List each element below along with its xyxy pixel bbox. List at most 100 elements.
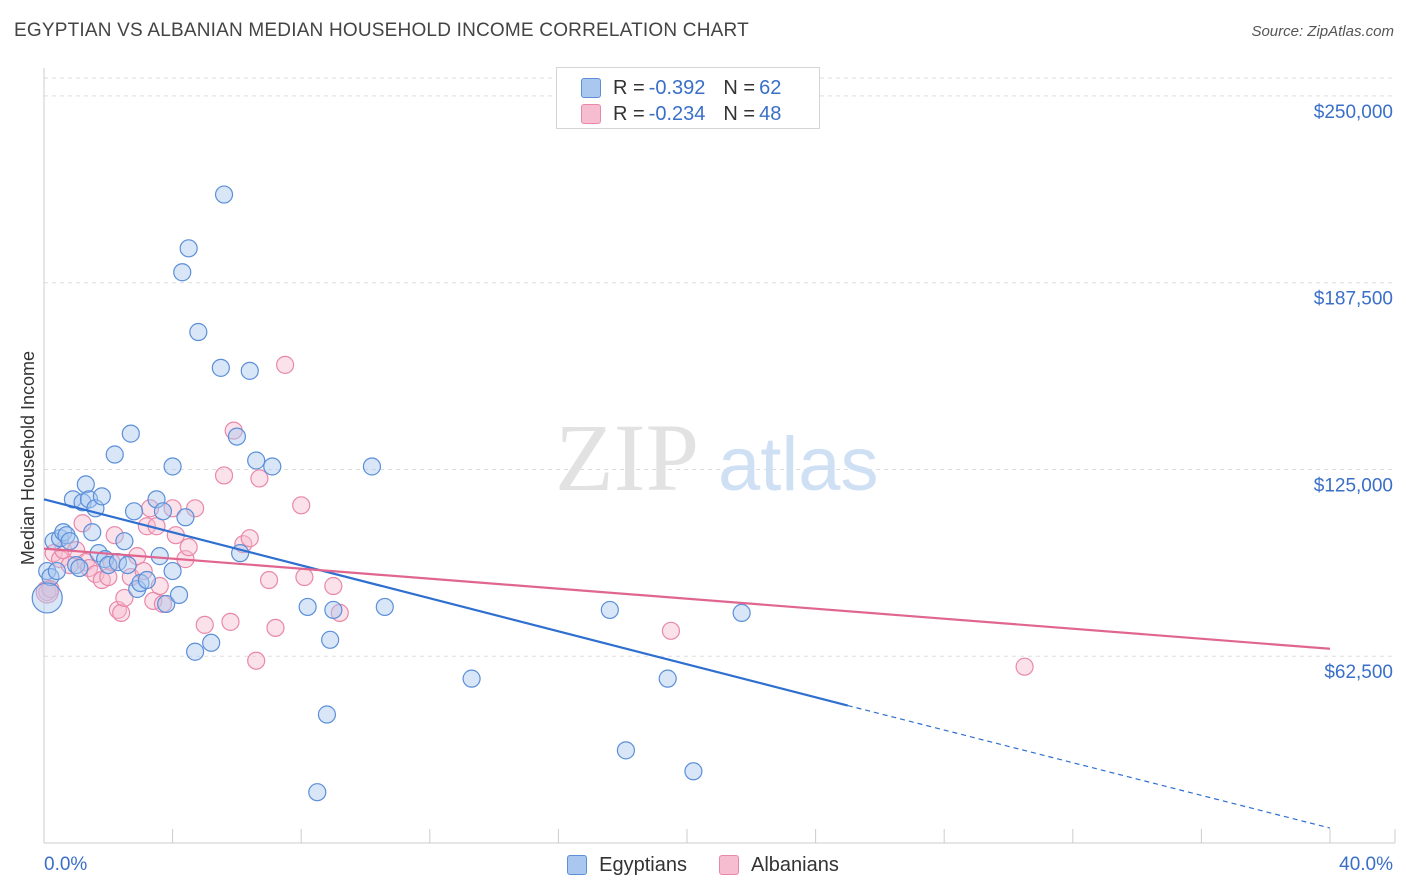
egyptians-point — [92, 487, 111, 506]
albanians-point — [295, 567, 314, 587]
albanians-point — [214, 466, 234, 485]
egyptians-point — [60, 532, 79, 551]
albanians-points — [35, 355, 1034, 676]
legend-n-label: N = — [723, 102, 756, 125]
egyptians-legend-swatch — [567, 855, 588, 875]
albanians-point — [35, 580, 59, 604]
egyptians-point — [600, 600, 619, 620]
egyptians-point — [70, 558, 89, 578]
egyptians-point — [317, 705, 337, 724]
egyptians-point — [83, 523, 102, 542]
egyptians-point — [179, 239, 198, 258]
egyptians-point — [375, 597, 394, 617]
legend-row-egyptians: R = -0.392 N = 62 — [581, 76, 781, 100]
source-label: Source: ZipAtlas.com — [1251, 23, 1394, 40]
albanians-trend-line — [43, 547, 1331, 650]
albanians-point — [276, 355, 295, 374]
egyptians-point — [732, 603, 751, 623]
legend-n-value: 48 — [759, 102, 782, 125]
egyptians-point — [157, 594, 176, 614]
y-tick-label: $187,500 — [1314, 289, 1393, 310]
legend-n-label: N = — [723, 76, 756, 99]
egyptians-point — [173, 263, 192, 282]
egyptians-point — [211, 358, 230, 377]
egyptians-point — [163, 457, 182, 476]
watermark: ZIP atlas — [555, 404, 879, 511]
egyptians-point — [47, 561, 66, 581]
legend-r-value: -0.234 — [648, 102, 706, 125]
egyptians-point — [616, 741, 636, 760]
albanians-swatch — [581, 104, 601, 124]
legend-r-value: -0.392 — [648, 76, 706, 99]
egyptians-legend-label: Egyptians — [599, 853, 687, 876]
egyptians-point — [31, 582, 63, 614]
egyptians-point — [214, 185, 234, 204]
egyptians-trend-line — [43, 498, 849, 707]
egyptians-point — [462, 669, 481, 688]
albanians-point — [324, 576, 343, 596]
egyptians-point — [121, 424, 140, 443]
legend-r-label: R = — [613, 76, 645, 99]
albanians-point — [250, 469, 269, 488]
legend-row-albanians: R = -0.234 N = 48 — [581, 102, 781, 126]
albanians-point — [661, 621, 681, 640]
albanians-point — [115, 588, 134, 608]
legend-item-albanians[interactable]: Albanians — [719, 852, 839, 878]
egyptians-point — [189, 322, 208, 342]
legend-r-label: R = — [613, 102, 645, 125]
egyptians-point — [153, 502, 173, 521]
axes — [43, 68, 1396, 844]
egyptians-point — [227, 427, 246, 446]
egyptians-point — [169, 585, 189, 605]
albanians-point — [240, 529, 259, 548]
albanians-point — [266, 618, 285, 637]
albanians-point — [195, 615, 214, 634]
albanians-point — [179, 538, 198, 557]
y-tick-label: $250,000 — [1314, 102, 1393, 123]
albanians-point — [221, 612, 240, 631]
egyptians-point — [202, 633, 221, 652]
egyptians-point — [163, 561, 182, 581]
egyptians-trend-extension — [847, 704, 1331, 829]
tick-labels: $62,500 $125,000 $187,500 $250,000 0.0% 40.0% — [44, 102, 1393, 875]
egyptians-point — [684, 762, 703, 781]
watermark-zip: ZIP — [555, 404, 699, 511]
legend-n-value: 62 — [759, 76, 782, 99]
egyptians-point — [176, 508, 195, 527]
albanians-point — [247, 651, 266, 670]
egyptians-point — [105, 445, 124, 464]
albanians-legend-label: Albanians — [751, 853, 839, 876]
egyptians-point — [76, 475, 95, 494]
egyptians-point — [247, 451, 266, 470]
egyptians-point — [263, 457, 282, 476]
y-tick-label: $125,000 — [1314, 475, 1393, 496]
egyptians-point — [115, 532, 134, 551]
egyptians-point — [124, 502, 144, 521]
egyptians-point — [118, 555, 137, 575]
trend-lines — [43, 498, 1331, 829]
y-axis-label: Median Household Income — [18, 351, 38, 565]
albanians-point — [112, 603, 131, 623]
egyptians-point — [324, 600, 343, 620]
correlation-legend: R = -0.392 N = 62 R = -0.234 N = 48 — [556, 67, 820, 129]
egyptians-point — [54, 523, 73, 542]
legend-item-egyptians[interactable]: Egyptians — [567, 852, 687, 878]
y-tick-label: $62,500 — [1324, 662, 1393, 683]
egyptians-point — [240, 361, 259, 380]
egyptians-point — [137, 570, 156, 590]
watermark-atlas: atlas — [718, 422, 879, 507]
egyptians-point — [298, 597, 317, 617]
x-tick-label: 0.0% — [44, 854, 87, 875]
albanians-point — [259, 570, 279, 590]
chart-title: EGYPTIAN VS ALBANIAN MEDIAN HOUSEHOLD IN… — [14, 20, 749, 41]
egyptians-point — [658, 669, 677, 688]
egyptians-point — [67, 555, 86, 575]
albanians-point — [105, 526, 124, 545]
egyptians-swatch — [581, 78, 601, 98]
egyptians-points — [31, 185, 751, 802]
x-tick-label: 40.0% — [1339, 854, 1393, 875]
egyptians-point — [321, 630, 340, 649]
egyptians-point — [186, 642, 205, 661]
albanians-legend-swatch — [719, 855, 739, 875]
